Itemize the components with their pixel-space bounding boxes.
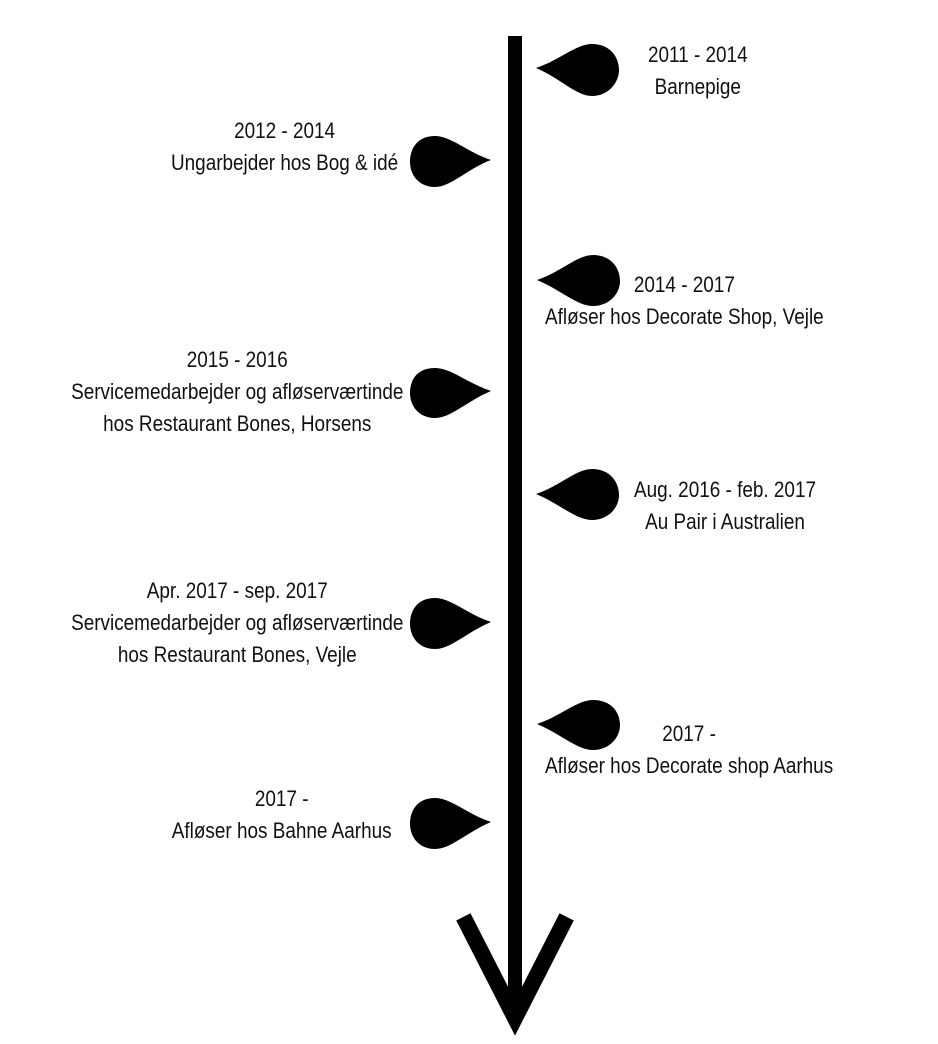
entry-period: 2012 - 2014 <box>233 118 335 143</box>
timeline-entry: 2012 - 2014 Ungarbejder hos Bog & idé <box>171 115 398 179</box>
entry-description: Afløser hos Decorate shop Aarhus <box>545 753 834 778</box>
timeline-marker-left <box>410 798 491 849</box>
timeline-marker-left <box>410 598 491 649</box>
timeline-marker-right <box>536 469 619 520</box>
entry-description: hos Restaurant Bones, Vejle <box>117 642 357 667</box>
entry-period: Aug. 2016 - feb. 2017 <box>634 477 816 502</box>
timeline-entry: 2015 - 2016 Servicemedarbejder og afløse… <box>71 344 403 440</box>
entry-description: Au Pair i Australien <box>645 509 805 534</box>
timeline-marker-left <box>410 368 491 418</box>
timeline-entry: 2017 - Afløser hos Bahne Aarhus <box>172 783 392 847</box>
entry-description: Afløser hos Decorate Shop, Vejle <box>545 304 824 329</box>
timeline-entry: Aug. 2016 - feb. 2017 Au Pair i Australi… <box>634 474 816 538</box>
timeline-entry: 2014 - 2017 Afløser hos Decorate Shop, V… <box>545 269 824 333</box>
timeline-arrowhead <box>456 913 574 1036</box>
entry-description: Afløser hos Bahne Aarhus <box>172 818 392 843</box>
entry-description: Barnepige <box>654 74 741 99</box>
timeline-marker-left <box>410 136 491 187</box>
timeline-entry: 2011 - 2014 Barnepige <box>648 39 748 103</box>
timeline-marker-right <box>537 255 620 306</box>
entry-description: Servicemedarbejder og afløserværtinde <box>70 379 403 404</box>
timeline-marker-right <box>536 44 619 96</box>
timeline-entry: 2017 - Afløser hos Decorate shop Aarhus <box>545 718 833 782</box>
entry-period: 2017 - <box>255 786 309 811</box>
entry-period: 2014 - 2017 <box>633 272 735 297</box>
timeline-marker-right <box>537 700 620 750</box>
entry-period: 2017 - <box>662 721 716 746</box>
entry-description: Servicemedarbejder og afløserværtinde <box>70 610 403 635</box>
entry-period: Apr. 2017 - sep. 2017 <box>146 578 328 603</box>
timeline-entry: Apr. 2017 - sep. 2017 Servicemedarbejder… <box>71 575 403 671</box>
entry-period: 2011 - 2014 <box>648 42 748 67</box>
entry-description: Ungarbejder hos Bog & idé <box>170 150 398 175</box>
entry-period: 2015 - 2016 <box>186 347 288 372</box>
entry-description: hos Restaurant Bones, Horsens <box>102 411 371 436</box>
